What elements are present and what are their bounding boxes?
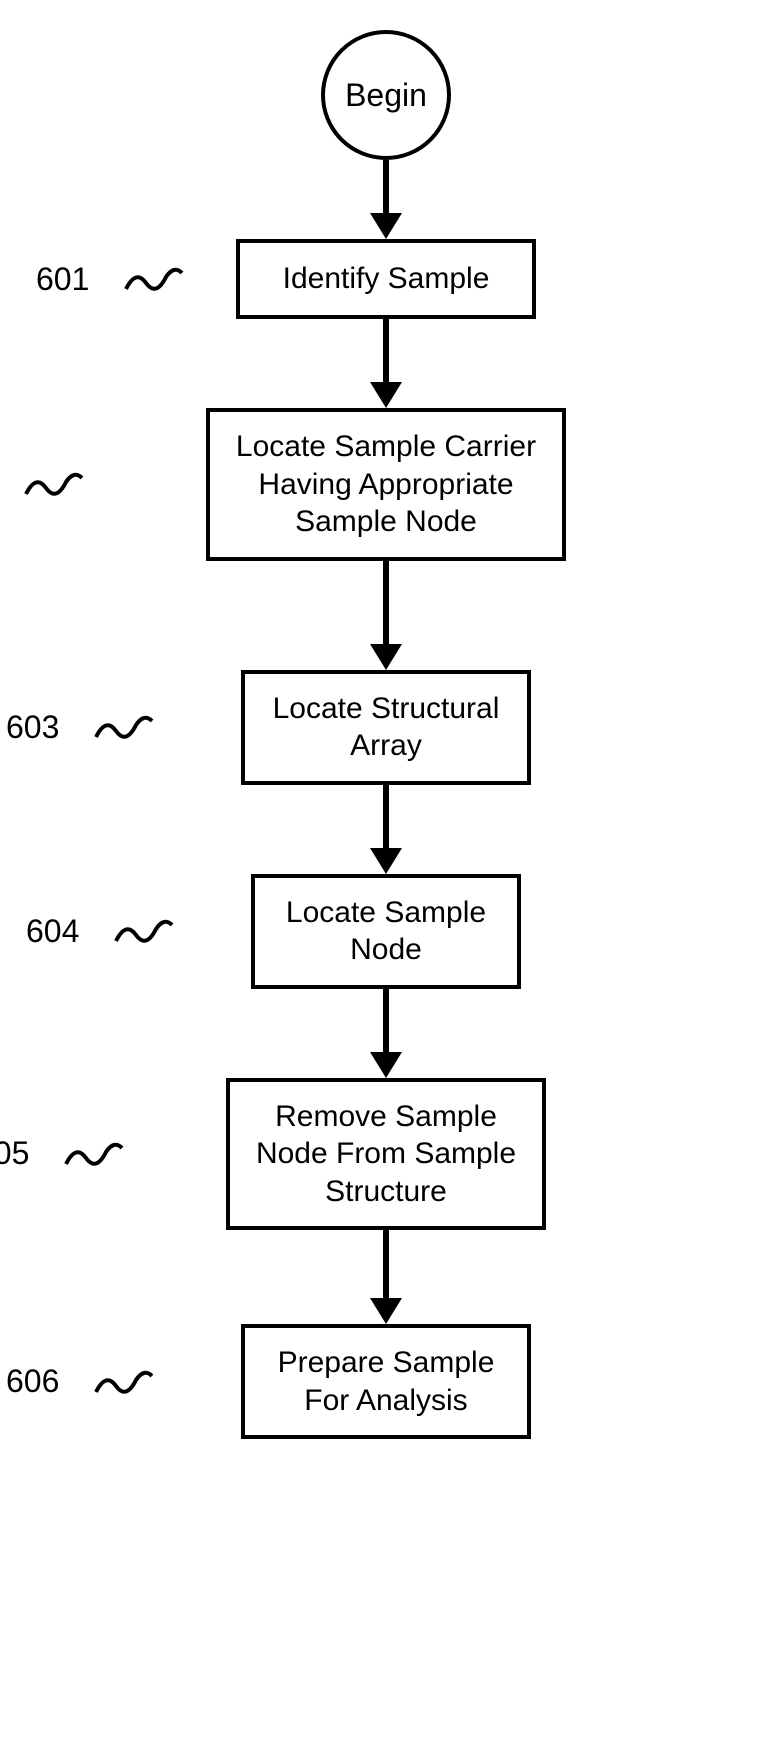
step-602-text: Locate Sample Carrier Having Appropriate… <box>236 428 536 541</box>
squiggle-icon <box>64 1134 124 1174</box>
step-603-text: Locate Structural Array <box>273 690 500 765</box>
arrow-line <box>383 989 389 1054</box>
step-606-box: Prepare Sample For Analysis <box>241 1324 531 1439</box>
step-604-box: Locate Sample Node <box>251 874 521 989</box>
step-601-text: Identify Sample <box>283 260 490 298</box>
step-603-wrapper: 603 Locate Structural Array <box>241 670 531 785</box>
arrow-head-icon <box>370 644 402 670</box>
arrow-head-icon <box>370 1298 402 1324</box>
step-601-box: Identify Sample <box>236 239 536 319</box>
step-601-wrapper: 601 Identify Sample <box>236 239 536 319</box>
arrow-head-icon <box>370 382 402 408</box>
step-606-text: Prepare Sample For Analysis <box>278 1344 495 1419</box>
arrow-head-icon <box>370 213 402 239</box>
arrow-line <box>383 1230 389 1300</box>
arrow-line <box>383 561 389 646</box>
arrow-0 <box>370 160 402 239</box>
squiggle-icon <box>114 911 174 951</box>
arrow-4 <box>370 989 402 1078</box>
step-605-text: Remove Sample Node From Sample Structure <box>256 1098 516 1211</box>
squiggle-icon <box>94 707 154 747</box>
begin-node: Begin <box>321 30 451 160</box>
step-604-id: 604 <box>26 913 79 950</box>
arrow-3 <box>370 785 402 874</box>
step-602-wrapper: 602 Locate Sample Carrier Having Appropr… <box>206 408 566 561</box>
arrow-line <box>383 319 389 384</box>
flowchart-container: Begin 601 Identify Sample 602 Locate Sam… <box>206 30 566 1439</box>
step-604-text: Locate Sample Node <box>286 894 486 969</box>
step-605-wrapper: 605 Remove Sample Node From Sample Struc… <box>226 1078 546 1231</box>
arrow-1 <box>370 319 402 408</box>
arrow-head-icon <box>370 1052 402 1078</box>
step-604-wrapper: 604 Locate Sample Node <box>251 874 521 989</box>
step-606-wrapper: 606 Prepare Sample For Analysis <box>241 1324 531 1439</box>
step-606-id: 606 <box>6 1363 59 1400</box>
arrow-head-icon <box>370 848 402 874</box>
squiggle-icon <box>124 259 184 299</box>
step-605-box: Remove Sample Node From Sample Structure <box>226 1078 546 1231</box>
step-602-box: Locate Sample Carrier Having Appropriate… <box>206 408 566 561</box>
squiggle-icon <box>24 464 84 504</box>
begin-label: Begin <box>345 77 427 114</box>
step-603-box: Locate Structural Array <box>241 670 531 785</box>
step-605-id: 605 <box>0 1135 29 1172</box>
arrow-2 <box>370 561 402 670</box>
arrow-5 <box>370 1230 402 1324</box>
arrow-line <box>383 785 389 850</box>
arrow-line <box>383 160 389 215</box>
squiggle-icon <box>94 1362 154 1402</box>
step-603-id: 603 <box>6 709 59 746</box>
step-601-id: 601 <box>36 261 89 298</box>
